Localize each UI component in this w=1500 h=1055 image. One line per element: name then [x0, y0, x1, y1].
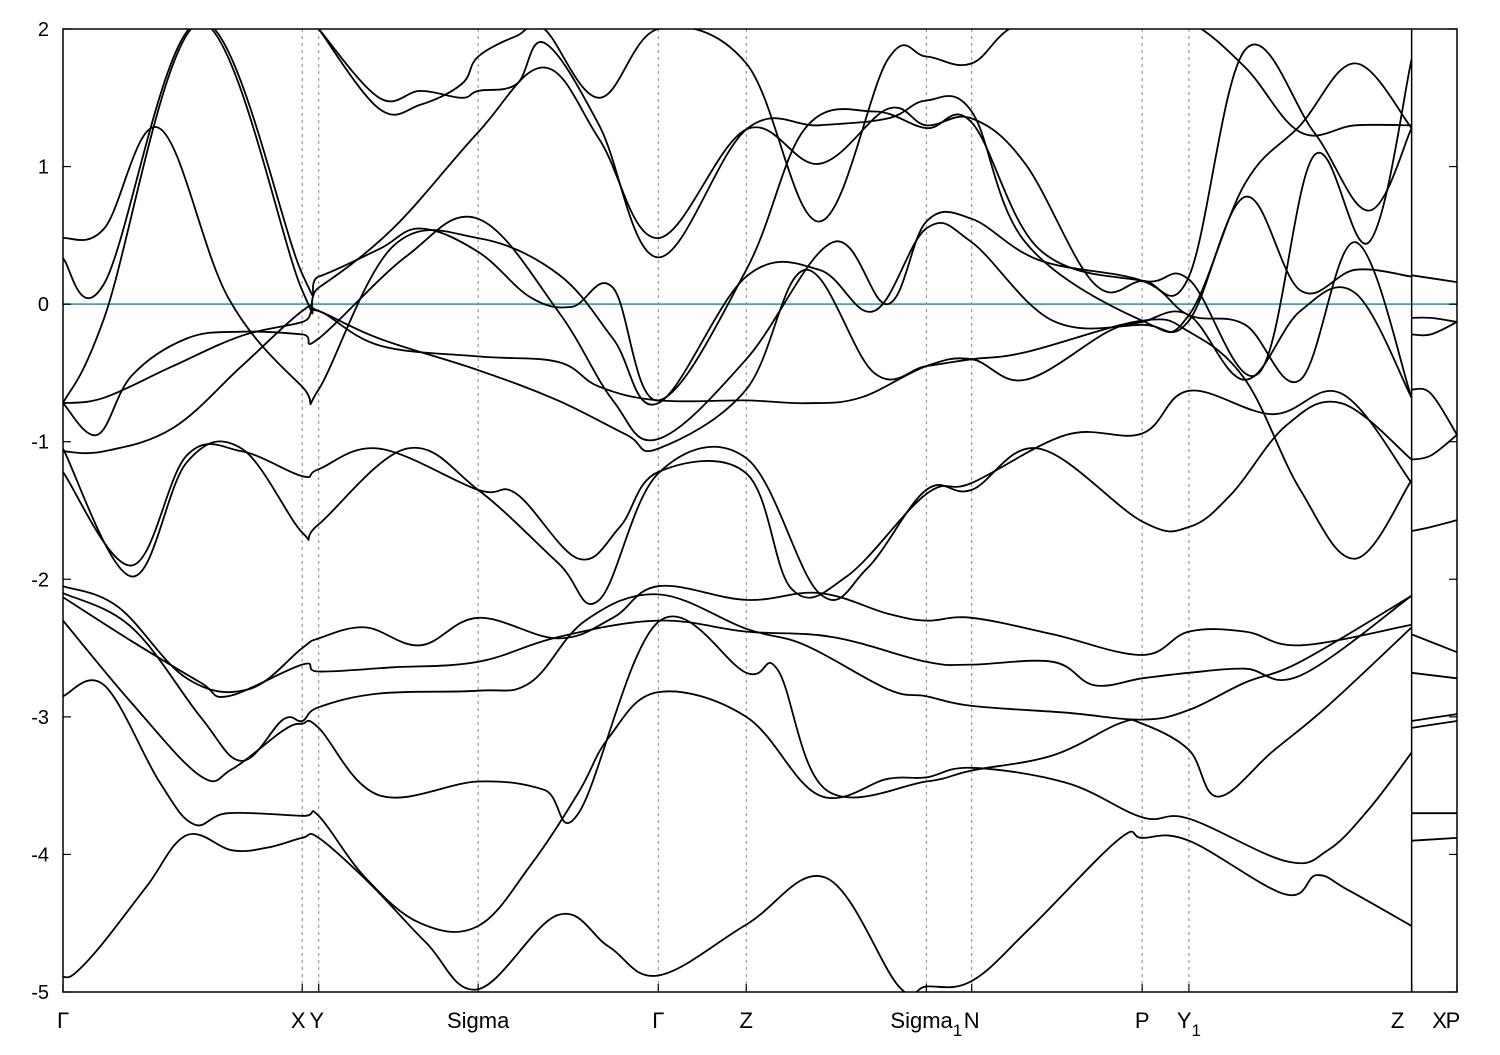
- band-line-21: [1411, 519, 1457, 532]
- band-line-8: [63, 400, 1413, 606]
- xtick-label: Sigma1: [890, 1008, 962, 1040]
- xtick-subscript: 1: [953, 1021, 962, 1040]
- band-line-19: [1411, 274, 1457, 283]
- band-line-12: [63, 126, 1412, 406]
- band-line-11: [63, 210, 1413, 442]
- xtick-label: Γ: [57, 1008, 69, 1033]
- ytick-label: -1: [31, 432, 49, 454]
- xtick-label: Z: [740, 1008, 753, 1033]
- band-line-15: [318, 29, 1413, 333]
- x-axis-ticks: Γ X Y Sigma Γ Z Sigma1 N P Y1 Z XP: [57, 984, 1460, 1040]
- ytick-label: -3: [31, 707, 49, 729]
- xtick-label: Y1: [1177, 1008, 1201, 1040]
- band-line-23: [1411, 633, 1457, 654]
- band-line-16: [317, 29, 1412, 223]
- xtick-label: Γ: [652, 1008, 664, 1033]
- band-line-5: [63, 584, 1412, 694]
- band-line-24: [1411, 671, 1457, 680]
- xtick-subscript: 1: [1192, 1021, 1201, 1040]
- band-line-1: [63, 830, 1413, 992]
- band-line-3: [63, 615, 1413, 824]
- xtick-label: P: [1135, 1008, 1150, 1033]
- band-line-10: [63, 286, 1413, 405]
- ytick-label: 1: [38, 157, 49, 179]
- band-line-17: [1411, 316, 1457, 323]
- ytick-label: -4: [31, 844, 49, 866]
- band-line-20: [1411, 387, 1457, 436]
- ytick-label: 0: [38, 294, 49, 316]
- band-line-25: [1411, 713, 1457, 722]
- xtick-label: N: [964, 1008, 980, 1033]
- band-line-6: [63, 595, 1413, 698]
- plot-frame-rect: [62, 28, 1458, 993]
- ytick-label: -5: [31, 982, 49, 1004]
- y-axis-ticks: 2 1 0 -1 -2 -3 -4 -5: [31, 19, 1457, 1004]
- xtick-label: X: [1432, 1008, 1447, 1033]
- xtick-label: Z: [1391, 1008, 1404, 1033]
- band-line-18: [1411, 321, 1457, 337]
- band-line-28: [1411, 837, 1457, 842]
- xtick-label: Y: [309, 1008, 324, 1033]
- band-line-7: [63, 389, 1413, 599]
- band-lines: [63, 29, 1457, 992]
- ytick-label: -2: [31, 569, 49, 591]
- plot-frame: [62, 28, 1458, 993]
- k-point-lines: [301, 29, 1413, 992]
- band-line-14: [63, 29, 1413, 404]
- xtick-label: P: [1446, 1008, 1461, 1033]
- band-line-26: [1411, 720, 1457, 729]
- xtick-label: Sigma: [447, 1008, 510, 1033]
- xtick-label: X: [291, 1008, 306, 1033]
- band-line-9: [63, 268, 1413, 560]
- band-line-2: [63, 679, 1413, 933]
- band-line-4: [63, 592, 1413, 762]
- band-line-22: [1411, 434, 1457, 461]
- band-line-13: [63, 29, 1413, 315]
- ytick-label: 2: [38, 19, 49, 41]
